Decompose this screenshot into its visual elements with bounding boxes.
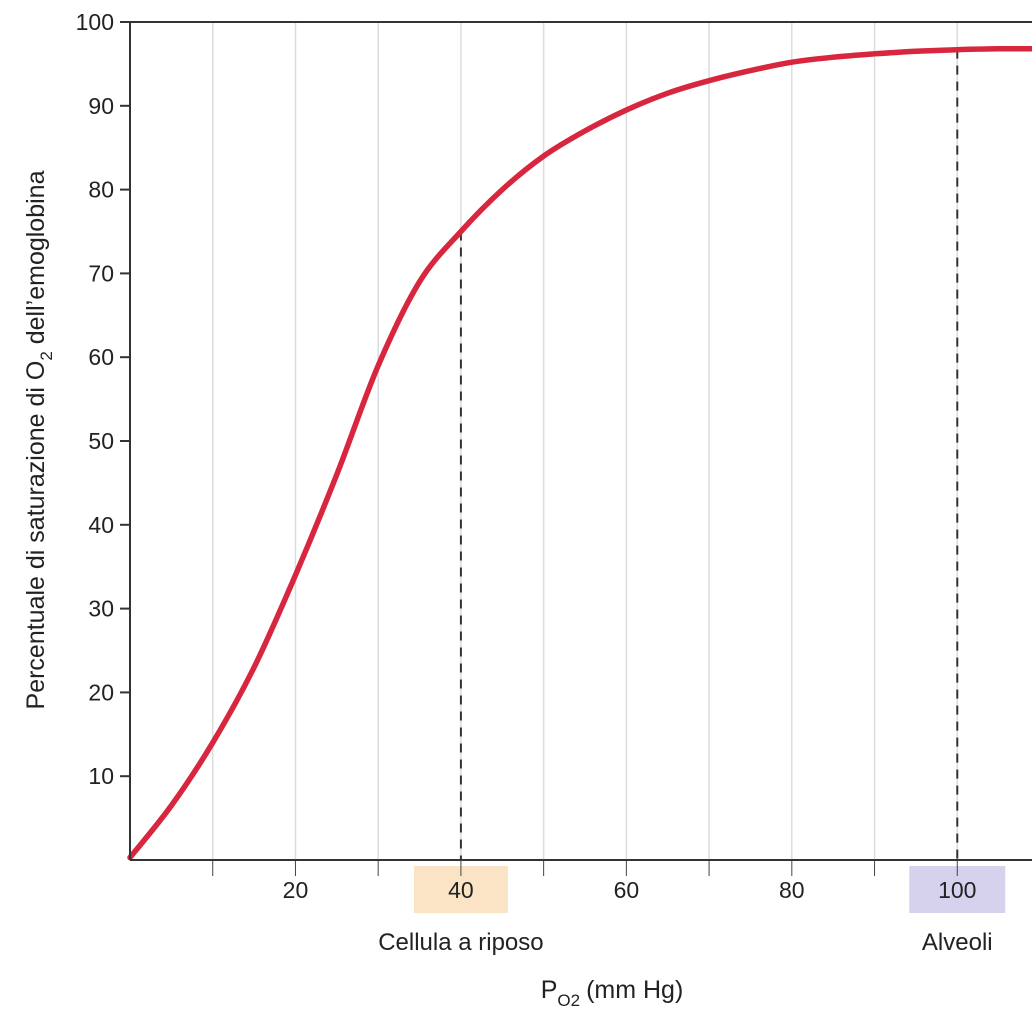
marker-label-1: Alveoli [922,929,993,956]
y-tick-label-40: 40 [88,512,114,538]
y-tick-label-30: 30 [88,596,114,622]
x-tick-label-40: 40 [448,877,474,903]
vertical-gridlines [211,22,959,860]
y-tick-labels: 10 20 30 40 50 60 70 80 90 100 [76,9,114,789]
x-tick-label-60: 60 [614,877,640,903]
x-axis-title: PO2 (mm Hg) [541,976,684,1010]
marker-dashed-lines [459,49,959,860]
x-tick-label-20: 20 [283,877,309,903]
y-tick-label-80: 80 [88,177,114,203]
y-tick-label-10: 10 [88,763,114,789]
y-tick-label-60: 60 [88,344,114,370]
y-axis-title: Percentuale di saturazione di O2 dell’em… [22,170,56,709]
marker-labels: Cellula a riposo Alveoli [378,929,992,956]
y-tick-label-100: 100 [76,9,114,35]
series-layer [127,46,1032,861]
y-tick-label-70: 70 [88,260,114,286]
x-tick-labels: 20 40 60 80 100 [283,877,977,903]
axes [120,21,1032,876]
y-tick-label-90: 90 [88,93,114,119]
x-tick-label-100: 100 [938,877,976,903]
x-tick-label-80: 80 [779,877,805,903]
marker-label-0: Cellula a riposo [378,929,543,956]
series-line-0 [127,46,1032,861]
marker-highlights [413,866,1006,913]
y-tick-label-50: 50 [88,428,114,454]
y-tick-label-20: 20 [88,679,114,705]
